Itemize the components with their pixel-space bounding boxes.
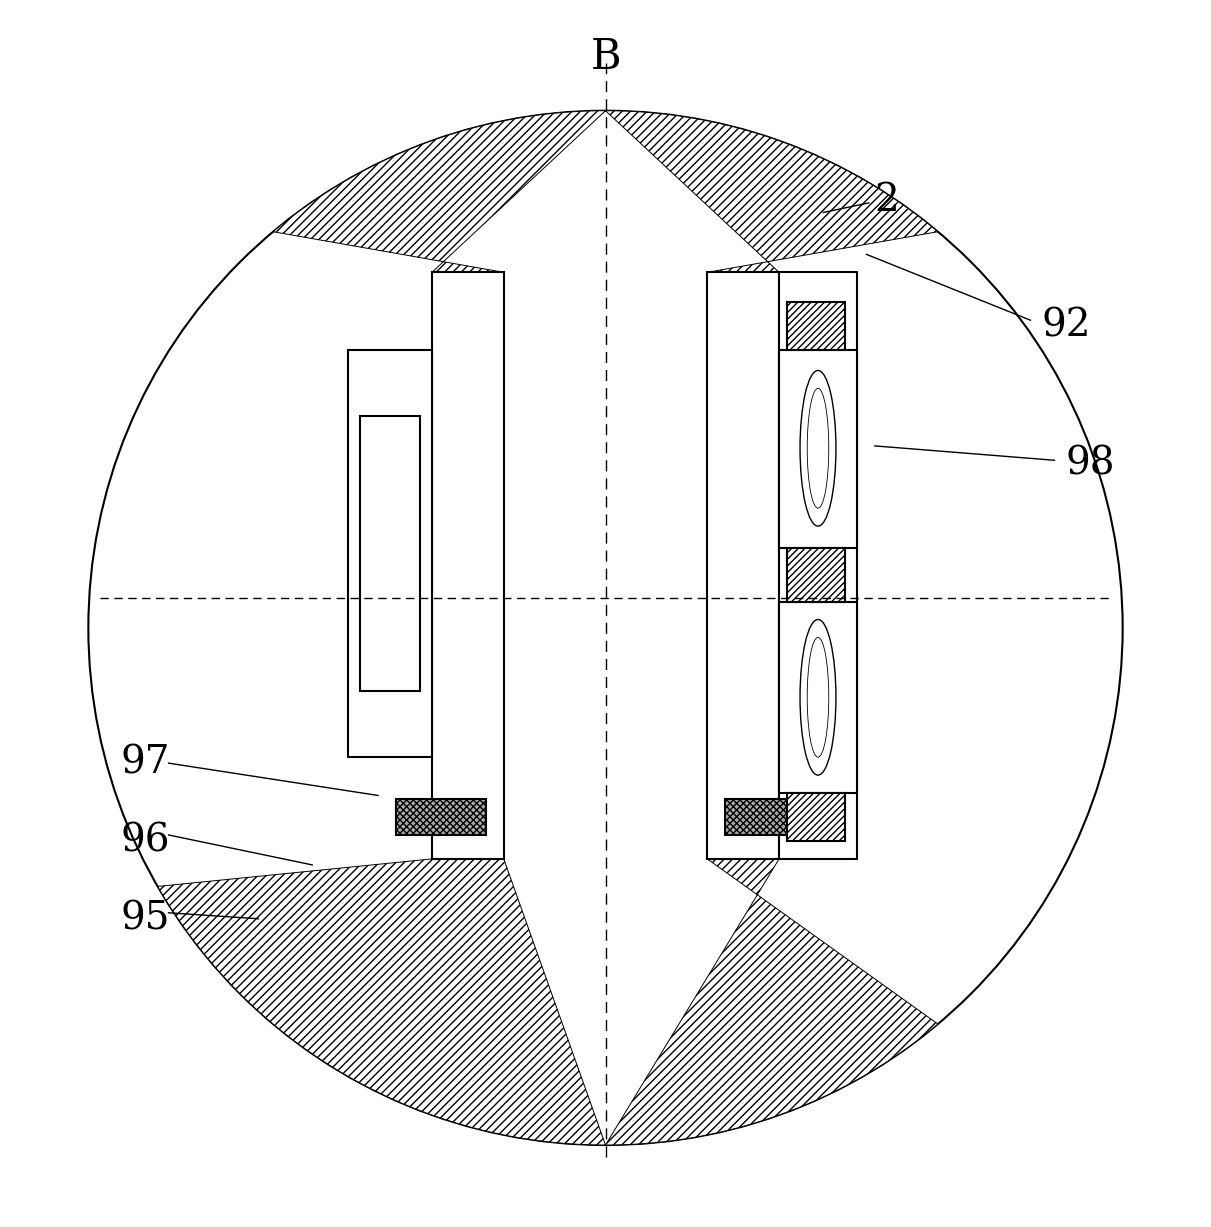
Text: 97: 97 <box>121 745 171 782</box>
Bar <box>779 272 857 859</box>
Text: 2: 2 <box>874 182 900 218</box>
Bar <box>725 799 815 834</box>
Polygon shape <box>157 859 606 1145</box>
Bar <box>360 416 420 691</box>
Bar <box>396 799 486 834</box>
Bar <box>787 793 845 840</box>
Bar <box>348 350 432 757</box>
Bar <box>787 302 845 350</box>
Polygon shape <box>274 110 606 272</box>
Ellipse shape <box>800 371 836 526</box>
Text: 95: 95 <box>121 901 171 937</box>
Bar <box>432 272 504 859</box>
Ellipse shape <box>800 620 836 775</box>
Bar <box>707 272 779 859</box>
Text: 98: 98 <box>1066 445 1115 482</box>
Polygon shape <box>606 110 937 272</box>
Text: B: B <box>590 36 621 77</box>
Text: 92: 92 <box>1041 308 1091 345</box>
Bar <box>779 350 857 547</box>
Bar <box>779 601 857 793</box>
Text: 96: 96 <box>121 822 171 859</box>
Bar <box>787 547 845 601</box>
Polygon shape <box>606 859 937 1145</box>
